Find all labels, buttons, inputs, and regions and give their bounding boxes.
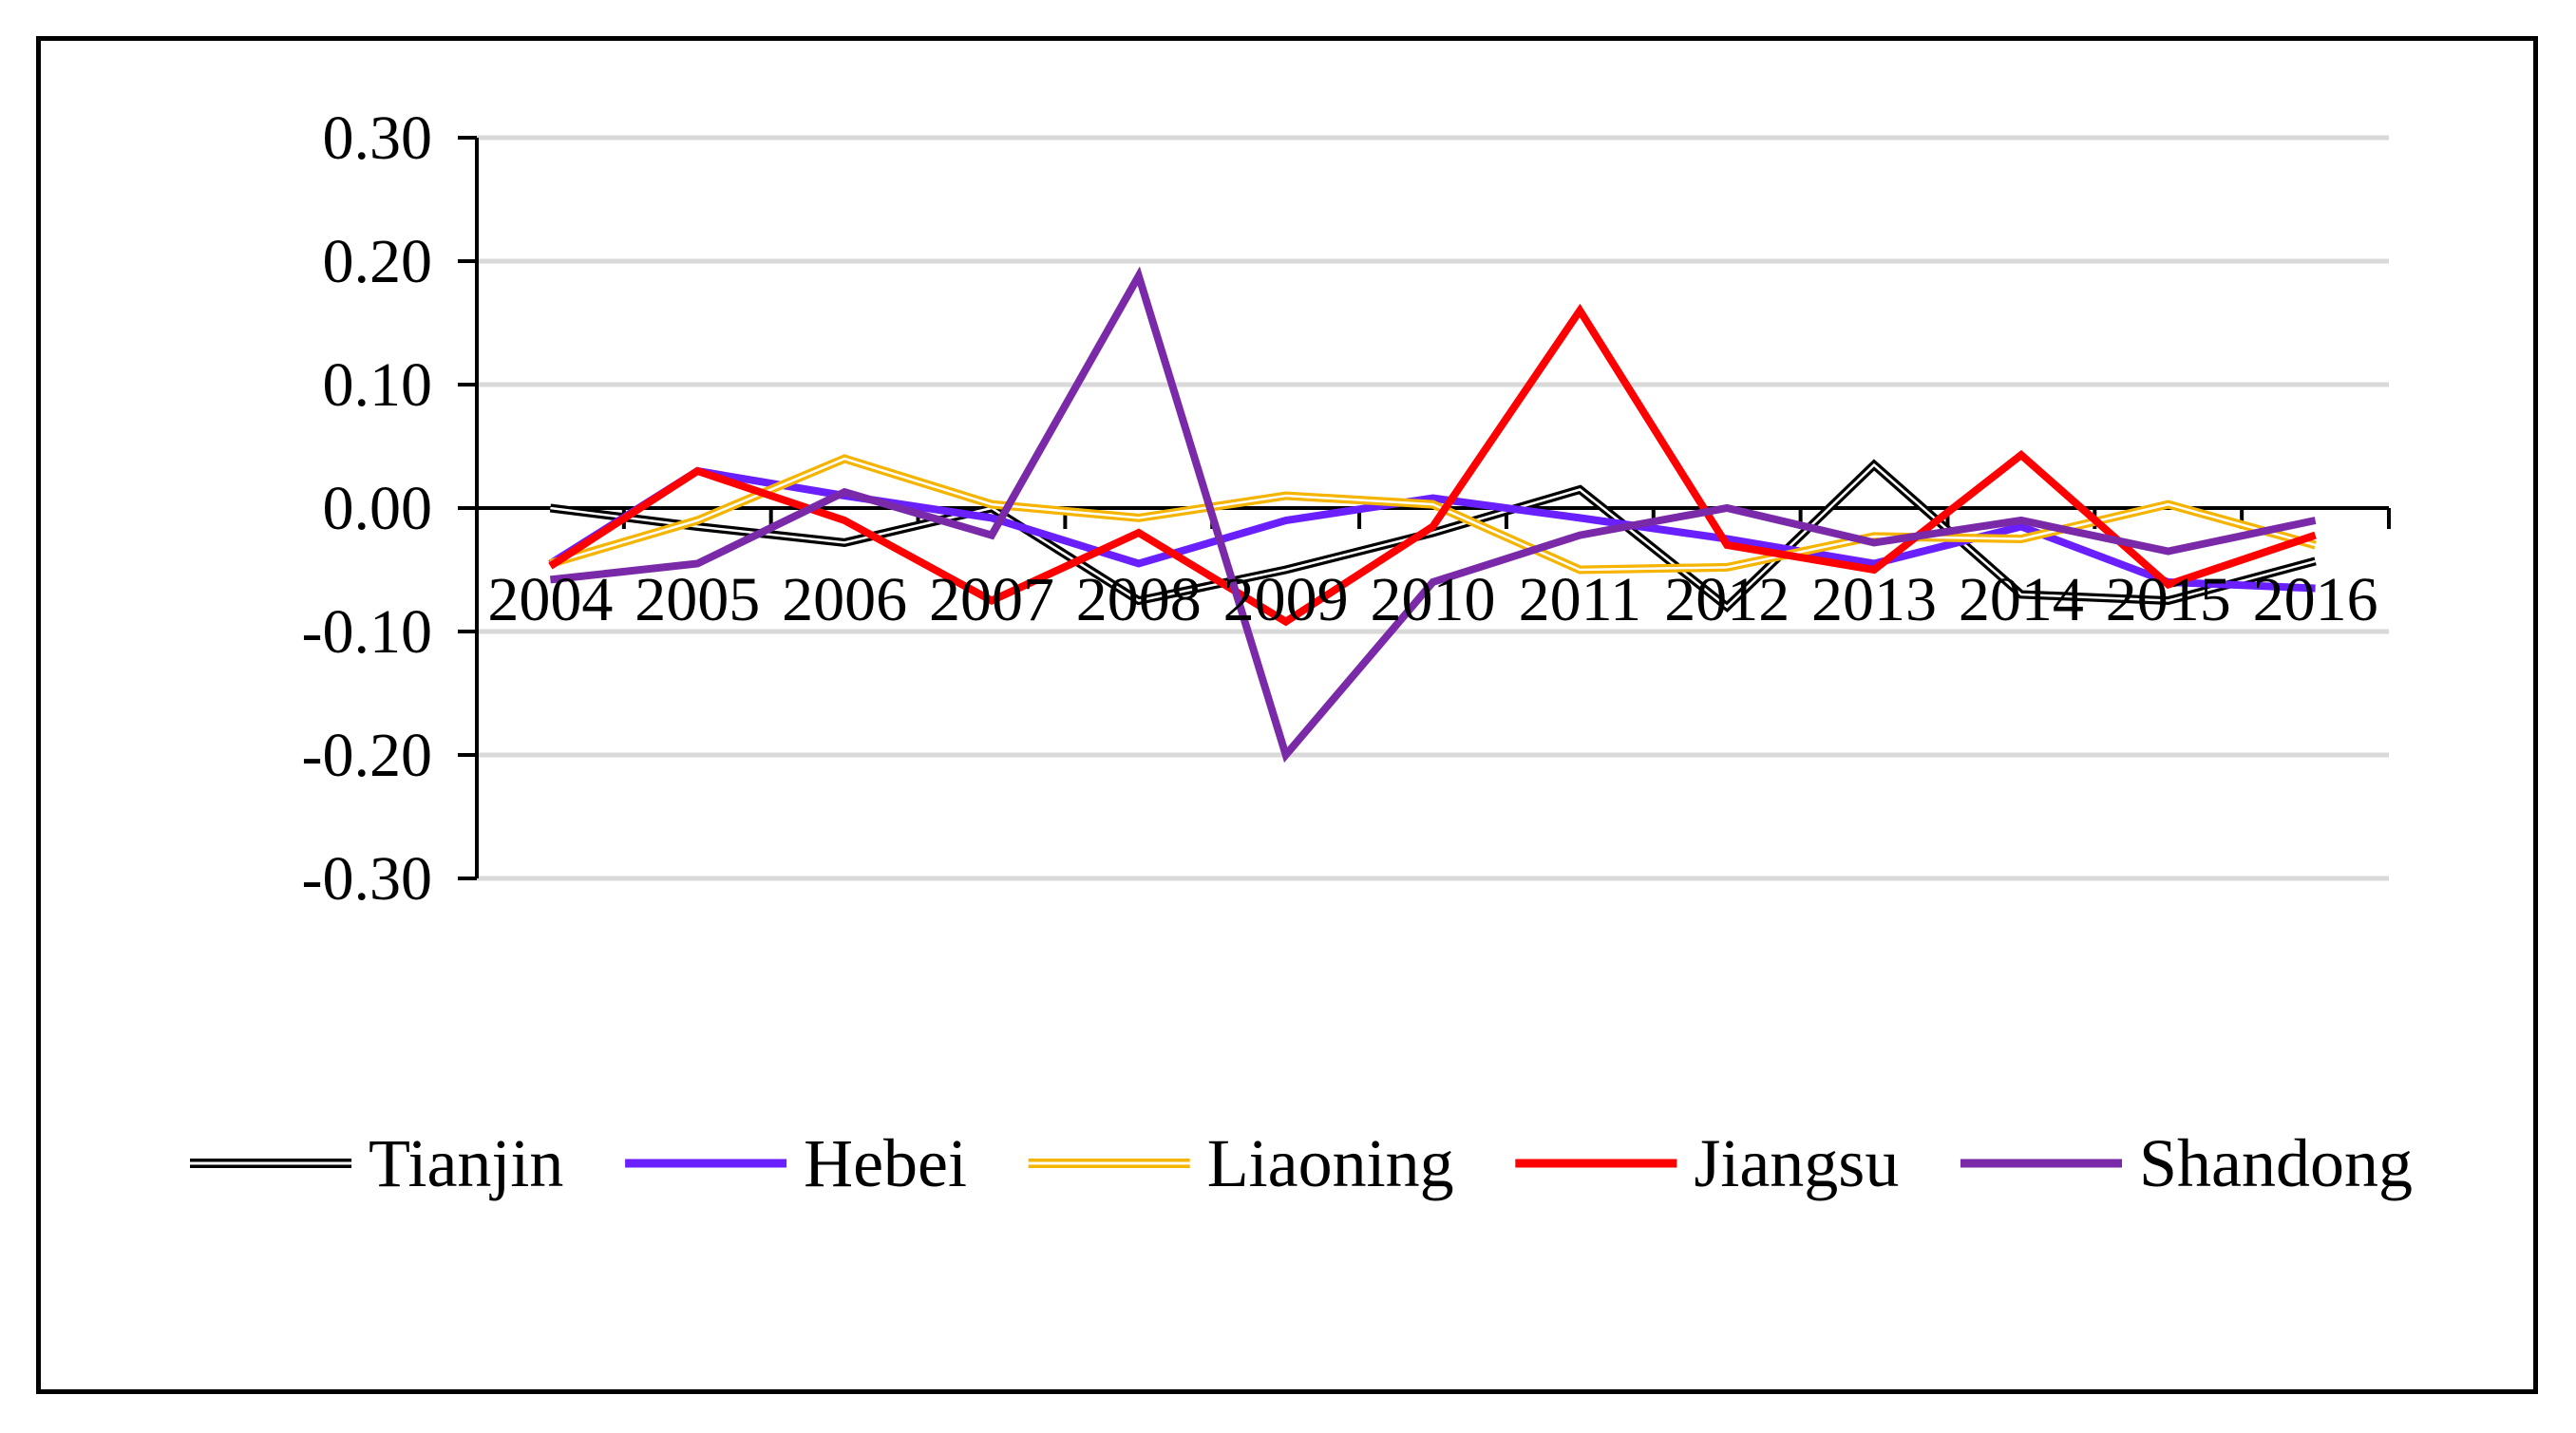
x-tick-label: 2008 xyxy=(1076,565,1202,634)
y-tick-label: 0.00 xyxy=(323,474,433,543)
y-tick-label: 0.20 xyxy=(323,227,433,296)
y-tick-label: -0.30 xyxy=(302,844,432,914)
series-lines xyxy=(548,266,2317,764)
x-tick-label: 2010 xyxy=(1371,565,1496,634)
legend-item-shandong: Shandong xyxy=(1960,1125,2413,1201)
legend-label: Hebei xyxy=(804,1125,967,1201)
x-tick-label: 2007 xyxy=(929,565,1054,634)
x-tick-label: 2012 xyxy=(1664,565,1790,634)
gridlines xyxy=(477,135,2389,881)
x-tick-label: 2013 xyxy=(1811,565,1937,634)
x-axis-ticks: 2004 2005 2006 2007 2008 2009 2010 2011 2012 2013… xyxy=(487,565,2377,634)
legend-item-hebei: Hebei xyxy=(625,1125,967,1201)
y-tick-label: -0.10 xyxy=(302,597,432,667)
y-axis-ticks: 0.30 0.20 0.10 0.00 -0.10 -0.20 -0.30 xyxy=(302,104,477,914)
x-tick-label: 2004 xyxy=(487,565,613,634)
series-line-inner-tianjin xyxy=(550,462,2316,609)
x-tick-label: 2014 xyxy=(1959,565,2084,634)
legend-label: Shandong xyxy=(2139,1125,2413,1201)
legend: Tianjin Hebei Liaoning Jiangsu Shandong xyxy=(190,1125,2413,1201)
y-tick-label: 0.30 xyxy=(323,104,433,173)
legend-label: Liaoning xyxy=(1207,1125,1454,1201)
x-tick-label: 2016 xyxy=(2253,565,2378,634)
x-tick-label: 2015 xyxy=(2106,565,2231,634)
series-line-shandong xyxy=(549,266,2317,764)
x-tick-label: 2005 xyxy=(635,565,760,634)
legend-item-jiangsu: Jiangsu xyxy=(1515,1125,1899,1201)
y-tick-label: 0.10 xyxy=(323,350,433,420)
x-tick-label: 2011 xyxy=(1519,565,1642,634)
x-tick-label: 2009 xyxy=(1223,565,1349,634)
legend-label: Tianjin xyxy=(369,1125,563,1201)
legend-label: Jiangsu xyxy=(1694,1125,1899,1201)
series-line-jiangsu xyxy=(548,303,2317,627)
x-tick-label: 2006 xyxy=(782,565,907,634)
legend-item-liaoning: Liaoning xyxy=(1028,1125,1454,1201)
legend-item-tianjin: Tianjin xyxy=(190,1125,563,1201)
series-line-inner-liaoning xyxy=(550,457,2316,572)
y-tick-label: -0.20 xyxy=(302,721,432,790)
